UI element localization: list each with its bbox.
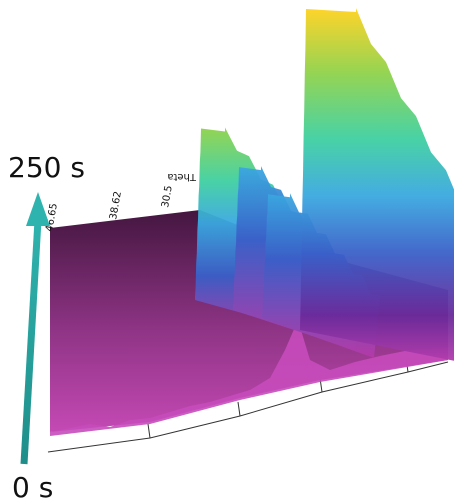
x-tick-label-2: 30.5 xyxy=(160,185,175,209)
peaks-group xyxy=(195,8,454,361)
time-end-label: 250 s xyxy=(8,151,85,184)
peak-4 xyxy=(300,8,454,361)
time-start-label: 0 s xyxy=(12,471,54,504)
x-tick-label-1: 38.62 xyxy=(108,190,124,220)
surface-front-edge xyxy=(50,320,448,436)
x-axis-label: Theta xyxy=(167,171,197,182)
time-arrow xyxy=(20,192,50,465)
